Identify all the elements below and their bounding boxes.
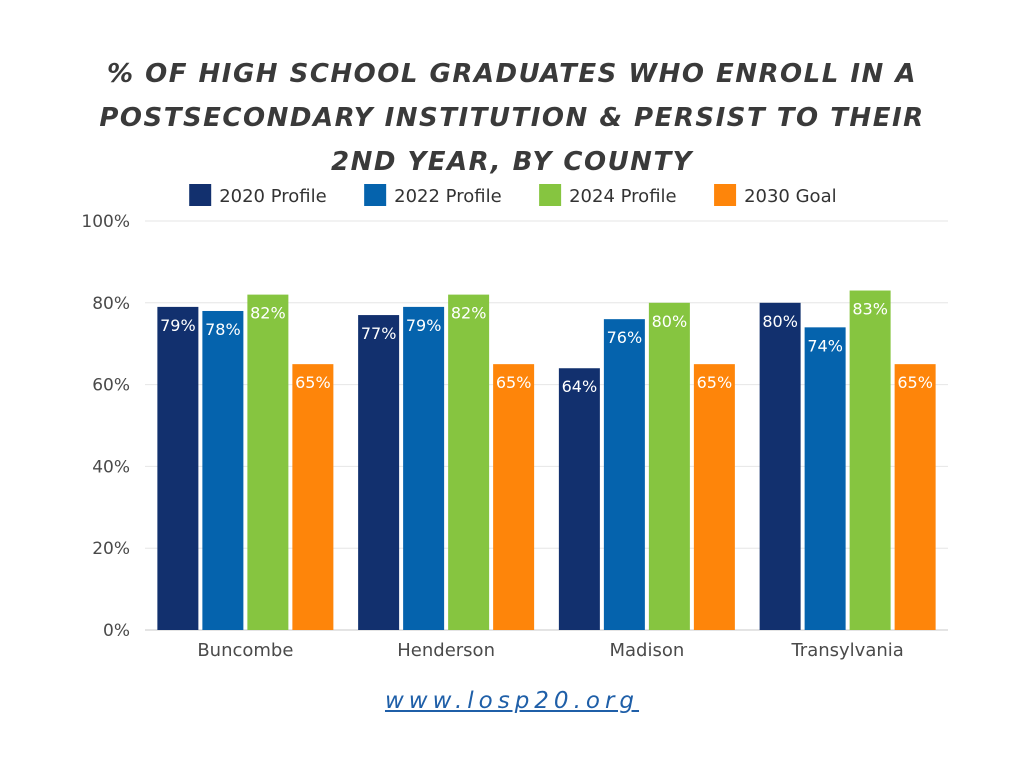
chart-title: % OF HIGH SCHOOL GRADUATES WHO ENROLL IN…: [99, 59, 925, 177]
legend-swatch: [714, 184, 737, 206]
y-tick-label: 0%: [103, 621, 130, 641]
data-label: 82%: [451, 304, 487, 323]
bar: [804, 327, 846, 630]
bars: [157, 290, 936, 630]
data-label: 79%: [406, 316, 442, 335]
y-tick-label: 80%: [92, 294, 130, 314]
data-label: 77%: [361, 324, 397, 343]
y-tick-label: 40%: [92, 457, 130, 477]
legend-swatch: [189, 184, 212, 206]
data-label: 80%: [762, 312, 798, 331]
x-tick-label: Buncombe: [197, 640, 293, 661]
bar: [247, 294, 289, 630]
bar: [759, 302, 801, 630]
data-label: 78%: [205, 320, 241, 339]
legend-label: 2022 Profile: [394, 186, 502, 207]
y-tick-label: 100%: [81, 212, 130, 232]
bar: [157, 306, 199, 630]
bar: [292, 364, 334, 630]
data-label: 65%: [295, 373, 331, 392]
bar: [558, 368, 600, 630]
data-label: 82%: [250, 304, 286, 323]
bar: [603, 319, 645, 630]
bar: [403, 306, 445, 630]
data-label: 65%: [697, 373, 733, 392]
x-axis-ticks: Buncombe Henderson Madison Transylvania: [197, 640, 903, 661]
y-tick-label: 60%: [92, 376, 130, 396]
bar: [849, 290, 891, 630]
legend-label: 2024 Profile: [569, 186, 677, 207]
legend: 2020 Profile 2022 Profile 2024 Profile 2030…: [189, 184, 837, 207]
y-tick-label: 20%: [92, 539, 130, 559]
data-label: 83%: [852, 300, 888, 319]
data-label: 80%: [652, 312, 688, 331]
bar: [448, 294, 490, 630]
data-label: 65%: [897, 373, 933, 392]
data-label: 74%: [807, 336, 843, 355]
bar: [358, 315, 400, 630]
bar: [493, 364, 535, 630]
data-label: 64%: [562, 377, 598, 396]
x-tick-label: Henderson: [397, 640, 495, 661]
bar: [648, 302, 690, 630]
data-label: 65%: [496, 373, 532, 392]
data-label: 79%: [160, 316, 196, 335]
x-tick-label: Transylvania: [790, 640, 903, 661]
website-link[interactable]: www.losp20.org: [384, 688, 640, 714]
legend-swatch: [364, 184, 387, 206]
bar: [202, 310, 244, 630]
legend-label: 2020 Profile: [219, 186, 327, 207]
data-labels: 79% 78% 82% 65% 77% 79% 82% 65% 64% 76% 80% 65% 80% 7…: [160, 300, 933, 397]
legend-label: 2030 Goal: [744, 186, 837, 207]
bar: [693, 364, 735, 630]
x-tick-label: Madison: [609, 640, 684, 661]
y-axis-ticks: 0% 20% 40% 60% 80% 100%: [81, 212, 130, 641]
bar: [894, 364, 936, 630]
legend-swatch: [539, 184, 562, 206]
data-label: 76%: [607, 328, 643, 347]
